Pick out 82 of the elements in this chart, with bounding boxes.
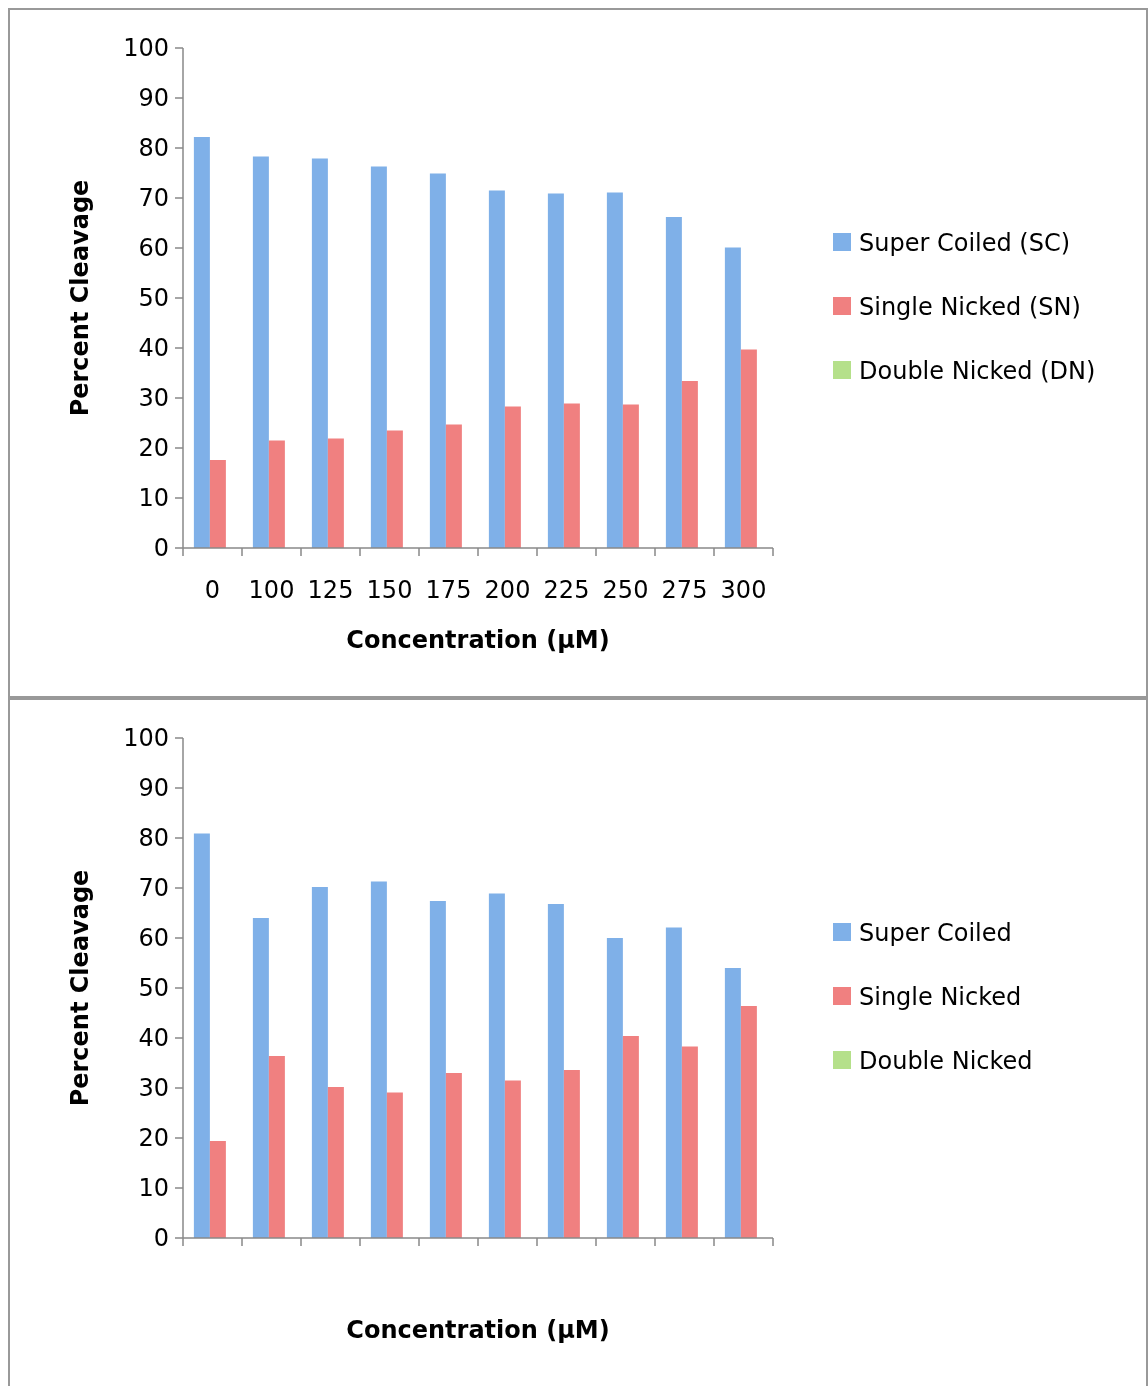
bar — [504, 1080, 521, 1238]
x-tick-label: 100 — [248, 576, 295, 604]
x-tick-label: 125 — [307, 576, 354, 604]
bar — [488, 893, 505, 1238]
bar — [268, 1056, 285, 1238]
x-tick-label: 250 — [602, 576, 649, 604]
bar — [724, 247, 741, 548]
y-tick-label: 20 — [138, 434, 169, 463]
bar — [606, 192, 623, 548]
bar — [311, 158, 328, 548]
y-tick-label: 0 — [153, 534, 169, 563]
bar — [252, 156, 269, 548]
bar — [209, 1141, 226, 1238]
bar — [327, 438, 344, 548]
bar — [209, 460, 226, 548]
legend-label: Double Nicked — [859, 1047, 1033, 1076]
bar — [311, 887, 328, 1238]
bar — [488, 190, 505, 548]
legend-label: Super Coiled — [859, 919, 1012, 948]
bar — [665, 217, 682, 548]
y-tick-label: 90 — [138, 774, 169, 803]
y-tick-label: 50 — [138, 974, 169, 1003]
bar — [268, 440, 285, 548]
bar — [665, 927, 682, 1238]
bar — [563, 403, 580, 548]
y-tick-label: 30 — [138, 384, 169, 413]
y-tick-label: 30 — [138, 1074, 169, 1103]
legend-label: Single Nicked (SN) — [859, 293, 1081, 322]
x-tick-label: 200 — [484, 576, 531, 604]
y-tick-label: 20 — [138, 1124, 169, 1153]
y-axis-title: Percent Cleavage — [66, 869, 94, 1107]
x-tick-label: 275 — [661, 576, 708, 604]
bar — [740, 349, 757, 548]
legend-label: Super Coiled (SC) — [859, 229, 1071, 258]
bar — [622, 404, 639, 548]
x-tick-label: 0 — [204, 576, 221, 604]
y-tick-label: 0 — [153, 1224, 169, 1253]
y-tick-label: 60 — [138, 234, 169, 263]
y-axis-title: Percent Cleavage — [66, 179, 94, 417]
bar — [429, 901, 446, 1238]
bar — [563, 1070, 580, 1238]
bar — [193, 137, 210, 548]
y-tick-label: 80 — [138, 824, 169, 853]
x-tick-label: 225 — [543, 576, 590, 604]
bar — [740, 1006, 757, 1238]
bar — [504, 406, 521, 548]
x-tick-label: 175 — [425, 576, 472, 604]
y-tick-label: 40 — [138, 1024, 169, 1053]
bar — [445, 1073, 462, 1238]
y-tick-label: 50 — [138, 284, 169, 313]
bar — [681, 1046, 698, 1238]
legend-label: Single Nicked — [859, 983, 1022, 1012]
bar — [386, 430, 403, 548]
x-axis-title: Concentration (µM) — [346, 626, 610, 654]
y-tick-label: 10 — [138, 1174, 169, 1203]
bar — [386, 1092, 403, 1238]
y-tick-label: 70 — [138, 874, 169, 903]
bar — [547, 904, 564, 1238]
bar — [327, 1087, 344, 1238]
y-tick-label: 100 — [123, 34, 169, 63]
y-tick-label: 80 — [138, 134, 169, 163]
bar — [370, 881, 387, 1238]
bar — [252, 918, 269, 1238]
y-tick-label: 40 — [138, 334, 169, 363]
bar — [622, 1036, 639, 1238]
x-tick-label: 150 — [366, 576, 413, 604]
bar — [193, 833, 210, 1238]
bar — [370, 166, 387, 548]
bar — [547, 193, 564, 548]
y-tick-label: 60 — [138, 924, 169, 953]
legend-label: Double Nicked (DN) — [859, 357, 1096, 386]
bar — [429, 173, 446, 548]
bar — [724, 968, 741, 1238]
y-tick-label: 70 — [138, 184, 169, 213]
bar — [445, 424, 462, 548]
bar — [681, 381, 698, 548]
y-tick-label: 90 — [138, 84, 169, 113]
y-tick-label: 10 — [138, 484, 169, 513]
bar — [606, 938, 623, 1238]
y-tick-label: 100 — [123, 724, 169, 753]
x-tick-label: 300 — [720, 576, 767, 604]
x-axis-title: Concentration (µM) — [346, 1316, 610, 1344]
